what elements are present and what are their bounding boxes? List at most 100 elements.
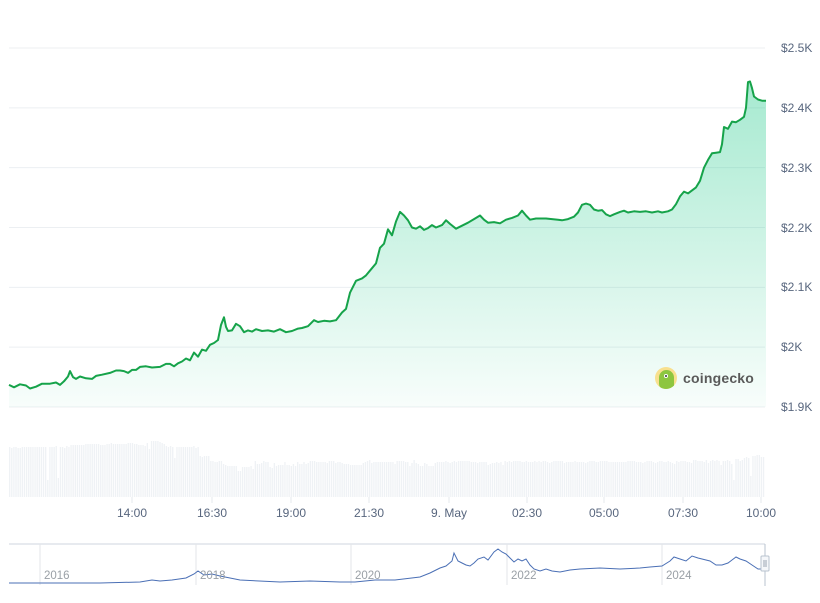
volume-bar [690,463,693,497]
volume-bar [280,465,282,497]
volume-bar [34,447,36,497]
volume-bar [745,457,748,497]
volume-bar [682,461,684,497]
volume-bar [237,471,240,497]
volume-bar [748,458,750,497]
volume-bar [182,447,184,497]
volume-bar [502,465,504,497]
volume-bar [89,444,91,497]
volume-bar [371,463,373,497]
volume-bar [646,461,648,497]
navigator-gridlines [39,544,663,585]
volume-bar [424,463,426,497]
volume-bar [697,461,699,497]
volume-bar [95,444,98,497]
volume-bar [654,463,657,497]
volume-bar [343,464,345,497]
volume-bar [582,462,585,497]
volume-bar [19,448,21,497]
volume-bar [754,456,756,497]
range-navigator[interactable] [9,543,770,586]
volume-bar [13,447,15,497]
volume-bar [487,465,489,497]
volume-bar [737,459,739,497]
volume-bar [695,460,697,497]
volume-bar [290,466,292,497]
volume-bar [163,444,165,497]
volume-bar [405,462,407,497]
volume-bar [472,462,475,497]
volume-bar [595,462,597,497]
volume-bar [657,462,659,497]
volume-bar [460,461,462,497]
volume-bar [273,463,276,497]
volume-bar [434,463,436,497]
volume-bar [383,462,386,497]
volume-bar [493,463,496,497]
volume-bar [286,465,288,497]
volume-bar [261,463,263,497]
volume-bar [203,456,206,497]
volume-bar [328,461,331,497]
volume-bar [504,461,506,497]
volume-bar [707,463,710,497]
volume-bar [621,462,623,497]
volume-bar [388,462,390,497]
volume-bar [726,460,729,497]
volume-bar [451,462,453,497]
volume-bar [712,460,714,497]
volume-bar [709,461,712,497]
volume-bar [538,461,540,497]
volume-bar [68,447,70,497]
volume-bar [117,444,119,497]
volume-bar [483,462,485,497]
volume-bar [506,462,508,497]
volume-bar [297,462,299,497]
volume-bar [282,465,284,497]
volume-bar [667,461,669,497]
volume-bar [32,447,34,497]
volume-bar [519,461,521,497]
volume-bar [714,461,716,497]
volume-bar [498,463,500,497]
volume-bar [673,464,676,497]
volume-bar [585,463,587,497]
volume-bar [373,462,375,497]
volume-bar [608,462,610,497]
volume-bar [589,461,591,497]
volume-bar [324,462,326,497]
x-tick-label: 21:30 [353,506,385,520]
volume-bar [199,456,201,497]
volume-bar [542,461,544,497]
x-tick-label: 9. May [430,506,468,520]
volume-bar [326,463,328,497]
volume-bar [66,446,68,497]
volume-bar [642,463,644,497]
volume-bar [347,464,350,497]
volume-bar [176,447,178,497]
volume-bar [474,462,477,497]
volume-bar [167,447,170,497]
volume-bar [724,461,727,497]
volume-bar [671,463,674,497]
volume-bar [409,466,411,497]
volume-bar [421,466,424,497]
volume-bar [53,447,55,497]
volume-bar [417,464,420,497]
volume-bar [627,461,629,497]
price-line[interactable] [8,80,766,390]
volume-bar [525,461,528,497]
volume-bar [743,458,746,497]
volume-bar [553,461,555,497]
volume-bar [59,447,62,497]
volume-bar [612,462,614,497]
volume-bar [536,462,538,497]
price-area-fill [9,81,766,407]
volume-bar [392,462,394,497]
volume-bar [491,463,494,497]
volume-bar [169,446,172,497]
navigator-handle[interactable] [760,555,770,572]
volume-bar [201,457,204,497]
